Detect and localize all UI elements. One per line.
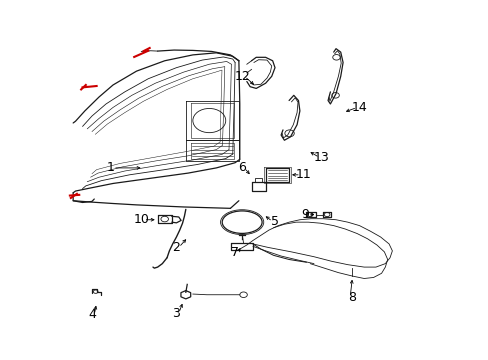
Text: 8: 8	[348, 291, 356, 304]
Text: 13: 13	[313, 151, 329, 164]
Text: 9: 9	[301, 208, 309, 221]
Text: 12: 12	[234, 70, 249, 83]
Text: 5: 5	[270, 215, 279, 228]
Text: 10: 10	[133, 213, 149, 226]
Text: 11: 11	[295, 168, 310, 181]
Text: 7: 7	[231, 246, 239, 259]
Text: 2: 2	[172, 241, 180, 254]
Text: 14: 14	[351, 101, 366, 114]
Text: 4: 4	[88, 308, 96, 321]
Text: 6: 6	[238, 161, 245, 174]
Text: 3: 3	[172, 307, 180, 320]
Text: 1: 1	[106, 161, 114, 174]
